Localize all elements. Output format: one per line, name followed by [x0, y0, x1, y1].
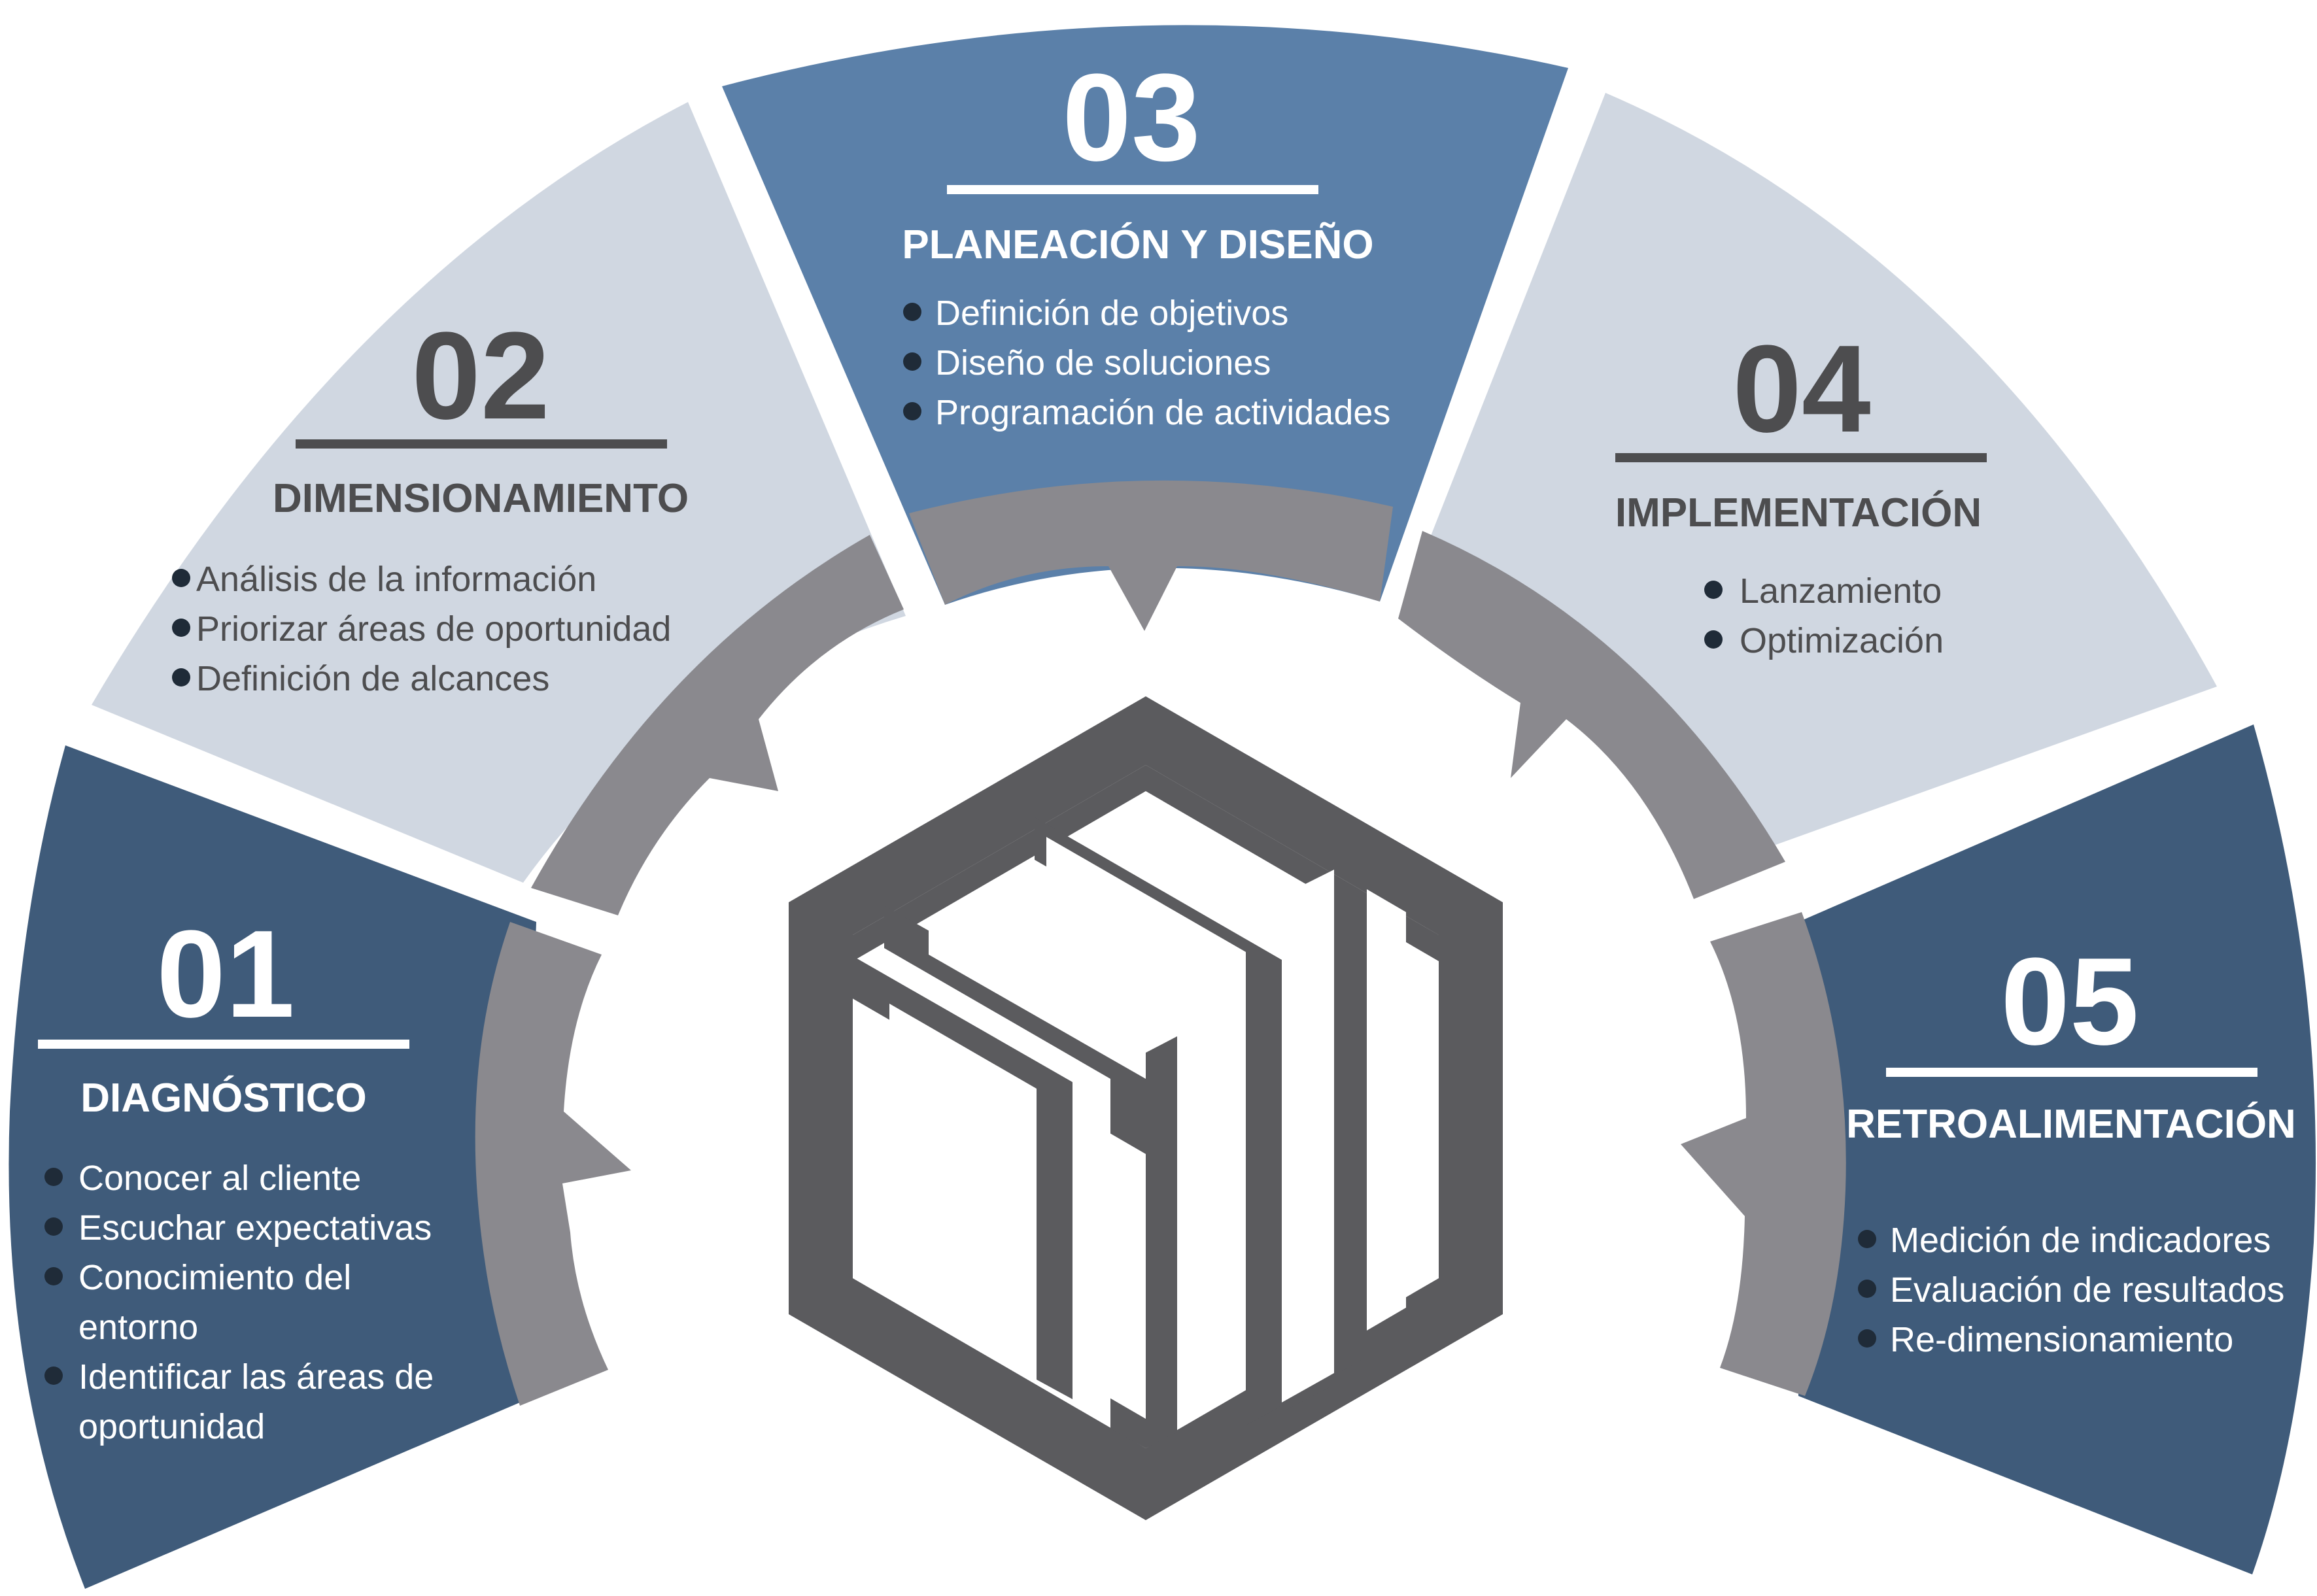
- ring-arc-05: [1681, 912, 1846, 1396]
- step-04: 04 IMPLEMENTACIÓN Lanzamiento Optimizaci…: [1615, 320, 1987, 660]
- segment-05-shape: [1798, 724, 2316, 1574]
- circle-bullet-icon: [172, 569, 190, 587]
- circle-bullet-icon: [1858, 1329, 1876, 1348]
- step-05-title: RETROALIMENTACIÓN: [1846, 1102, 2296, 1147]
- ring-arc-03: [909, 480, 1393, 631]
- step-01-item-4-cont: oportunidad: [78, 1407, 265, 1446]
- circle-bullet-icon: [172, 668, 190, 687]
- step-02-item-3: Definición de alcances: [196, 659, 549, 698]
- step-01-item-1: Conocer al cliente: [78, 1159, 361, 1198]
- step-05-number: 05: [2000, 932, 2138, 1071]
- step-05-underline: [1886, 1068, 2257, 1077]
- step-02-number: 02: [411, 307, 549, 445]
- step-03-item-2: Diseño de soluciones: [935, 343, 1271, 382]
- step-04-title: IMPLEMENTACIÓN: [1615, 490, 1982, 535]
- circle-bullet-icon: [44, 1267, 63, 1285]
- step-01-item-3: Conocimiento del: [78, 1258, 351, 1297]
- ring-arc-02: [531, 535, 904, 915]
- step-03-item-3: Programación de actividades: [935, 393, 1390, 432]
- step-03-underline: [947, 185, 1318, 194]
- ring-arc-04: [1398, 531, 1785, 899]
- step-01: 01 DIAGNÓSTICO Conocer al cliente Escuch…: [38, 905, 434, 1446]
- circle-bullet-icon: [1858, 1280, 1876, 1298]
- circle-bullet-icon: [44, 1217, 63, 1236]
- step-02-item-1: Análisis de la información: [196, 560, 596, 599]
- step-05-item-1: Medición de indicadores: [1890, 1221, 2271, 1260]
- step-02-title: DIMENSIONAMIENTO: [273, 476, 689, 521]
- segment-01-shape: [9, 745, 537, 1589]
- step-03-item-1: Definición de objetivos: [935, 294, 1288, 333]
- step-04-item-1: Lanzamiento: [1740, 571, 1942, 611]
- step-01-item-3-cont: entorno: [78, 1308, 198, 1347]
- step-05: 05 RETROALIMENTACIÓN Medición de indicad…: [1846, 932, 2296, 1359]
- circle-bullet-icon: [44, 1367, 63, 1385]
- step-03: 03 PLANEACIÓN Y DISEÑO Definición de obj…: [902, 48, 1390, 432]
- step-01-item-4: Identificar las áreas de: [78, 1357, 434, 1397]
- circle-bullet-icon: [903, 402, 921, 420]
- circle-bullet-icon: [903, 352, 921, 371]
- step-02-underline: [296, 439, 667, 449]
- segment-03-shape: [722, 25, 1568, 605]
- step-03-number: 03: [1062, 48, 1200, 187]
- step-05-item-2: Evaluación de resultados: [1890, 1270, 2284, 1310]
- step-04-underline: [1615, 453, 1987, 462]
- step-02-item-2: Priorizar áreas de oportunidad: [196, 609, 671, 649]
- circle-bullet-icon: [1704, 581, 1723, 599]
- circle-bullet-icon: [1704, 630, 1723, 649]
- step-01-item-2: Escuchar expectativas: [78, 1208, 432, 1248]
- circle-bullet-icon: [44, 1168, 63, 1186]
- circle-bullet-icon: [903, 303, 921, 321]
- step-03-title: PLANEACIÓN Y DISEÑO: [902, 222, 1373, 267]
- circle-bullet-icon: [172, 619, 190, 637]
- step-04-number: 04: [1732, 320, 1870, 458]
- ring-arc-01: [475, 922, 631, 1406]
- progress-ring: [475, 480, 1846, 1406]
- step-02: 02 DIMENSIONAMIENTO Análisis de la infor…: [172, 307, 689, 698]
- step-01-title: DIAGNÓSTICO: [80, 1076, 366, 1121]
- step-01-underline: [38, 1040, 409, 1049]
- step-01-number: 01: [156, 905, 294, 1044]
- hexagon-cube-logo-icon: [789, 696, 1503, 1520]
- step-05-item-3: Re-dimensionamiento: [1890, 1320, 2233, 1359]
- circle-bullet-icon: [1858, 1230, 1876, 1248]
- step-04-item-2: Optimización: [1740, 621, 1944, 660]
